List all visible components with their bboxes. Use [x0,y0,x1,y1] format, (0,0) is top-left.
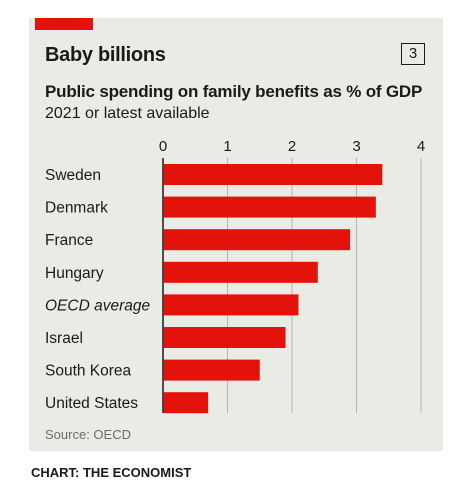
bar-france [163,229,351,251]
chart-number-badge: 3 [401,43,425,65]
category-label: OECD average [45,297,150,314]
category-label: France [45,232,93,249]
chart-subtitle: Public spending on family benefits as % … [45,82,423,101]
chart-title: Baby billions [45,44,166,66]
source-note: Source: OECD [45,427,131,442]
bar-united-states [163,392,209,414]
category-label: United States [45,395,138,412]
chart-date-note: 2021 or latest available [45,105,210,122]
category-label: South Korea [45,363,132,380]
x-tick-label: 4 [417,138,425,155]
bar-hungary [163,261,318,283]
chart-credit: CHART: THE ECONOMIST [31,465,192,480]
bar-israel [163,327,286,348]
brand-accent-bar [35,18,93,30]
bar-oecd-average [163,294,299,316]
bar-sweden [163,164,383,185]
x-tick-labels: 0 1 2 3 4 [159,138,425,155]
x-tick-label: 1 [223,138,231,155]
category-labels: Sweden Denmark France Hungary OECD average Is… [45,167,150,412]
x-tick-label: 2 [288,138,296,155]
x-tick-label: 3 [352,138,360,155]
category-label: Hungary [45,265,104,282]
category-label: Sweden [45,167,101,184]
bars [163,164,383,414]
category-label: Israel [45,330,83,347]
x-tick-label: 0 [159,138,167,155]
category-label: Denmark [45,200,108,217]
bar-denmark [163,196,376,218]
bar-south-korea [163,359,260,381]
